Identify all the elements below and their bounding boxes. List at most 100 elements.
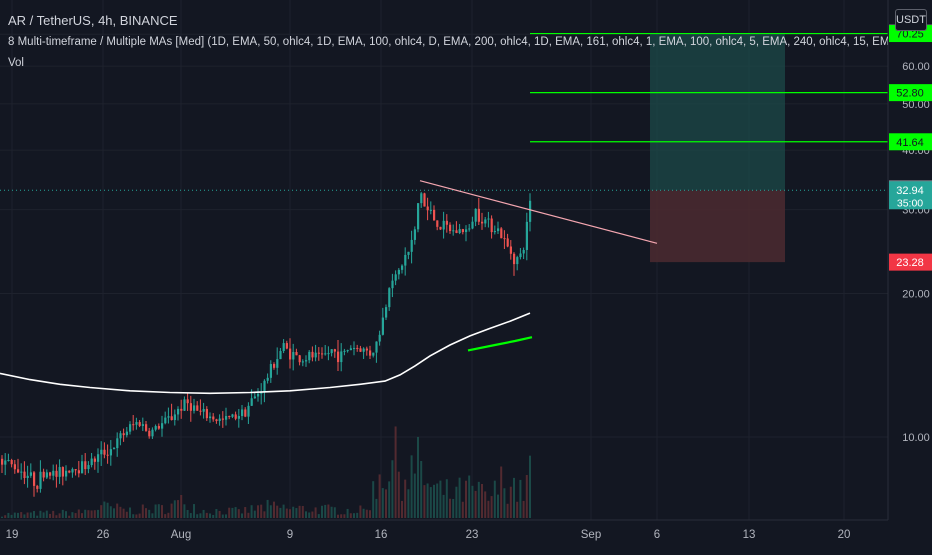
volume-bar bbox=[23, 514, 26, 518]
volume-bar bbox=[273, 501, 275, 518]
time-tick-label: 26 bbox=[97, 529, 110, 541]
candle-body bbox=[317, 352, 320, 354]
indicator-legend[interactable]: 8 Multi-timeframe / Multiple MAs [Med] (… bbox=[8, 36, 888, 48]
volume-bar bbox=[420, 460, 423, 518]
volume-bar bbox=[359, 505, 362, 518]
volume-bar bbox=[260, 504, 263, 518]
volume-bar bbox=[167, 512, 170, 518]
volume-legend[interactable]: Vol bbox=[8, 57, 24, 69]
candle-body bbox=[420, 193, 423, 204]
volume-bar bbox=[349, 513, 352, 518]
candle-body bbox=[141, 424, 144, 426]
ma-white-line bbox=[0, 312, 531, 395]
candle-body bbox=[52, 470, 55, 476]
candle-body bbox=[103, 449, 106, 455]
candle-body bbox=[340, 351, 343, 363]
time-axis[interactable] bbox=[0, 519, 932, 550]
candle-body bbox=[170, 416, 173, 421]
candle-body bbox=[151, 429, 154, 437]
volume-bar bbox=[33, 511, 35, 518]
candle-body bbox=[209, 416, 212, 419]
volume-bar bbox=[65, 511, 67, 518]
candle-body bbox=[36, 485, 39, 489]
candle-body bbox=[45, 472, 48, 478]
volume-bar bbox=[212, 514, 215, 518]
volume-bar bbox=[55, 515, 58, 518]
volume-bar bbox=[237, 509, 240, 518]
candle-body bbox=[436, 220, 439, 227]
candle-body bbox=[29, 472, 32, 476]
candle-body bbox=[183, 399, 186, 411]
volume-bar bbox=[71, 512, 74, 518]
candle-body bbox=[4, 460, 7, 465]
volume-bar bbox=[490, 496, 493, 518]
volume-bar bbox=[397, 471, 400, 518]
price-tick-label: 10.00 bbox=[902, 432, 930, 444]
candle-body bbox=[154, 426, 157, 430]
candle-body bbox=[279, 351, 282, 360]
volume-bar bbox=[413, 473, 416, 518]
volume-bar bbox=[279, 507, 282, 518]
symbol-title[interactable]: AR / TetherUS, 4h, BINANCE bbox=[8, 13, 178, 28]
candle-body bbox=[247, 405, 250, 417]
countdown-label: 35:00 bbox=[897, 197, 923, 209]
candle-body bbox=[193, 405, 196, 411]
candle-body bbox=[39, 471, 42, 489]
candle-body bbox=[337, 351, 340, 363]
volume-bar bbox=[1, 516, 3, 518]
candle-body bbox=[525, 221, 528, 250]
candle-body bbox=[42, 471, 45, 478]
volume-bar bbox=[305, 511, 307, 518]
volume-bar bbox=[321, 505, 323, 518]
volume-bar bbox=[145, 508, 147, 518]
target-lines bbox=[0, 32, 888, 191]
volume-bar bbox=[276, 505, 279, 518]
candle-body bbox=[135, 422, 138, 425]
candle-body bbox=[500, 228, 503, 239]
candle-body bbox=[305, 360, 308, 362]
candle-body bbox=[372, 352, 375, 356]
volume-bar bbox=[433, 484, 435, 518]
volume-bar bbox=[253, 510, 256, 518]
volume-bar bbox=[513, 477, 515, 518]
volume-bar bbox=[509, 486, 512, 518]
candle-body bbox=[439, 226, 442, 230]
candle-body bbox=[74, 469, 77, 471]
candle-body bbox=[295, 352, 298, 356]
volume-bar bbox=[125, 511, 128, 518]
volume-bar bbox=[308, 512, 311, 518]
time-tick-label: 19 bbox=[6, 529, 19, 541]
candle-body bbox=[125, 431, 128, 436]
volume-bar bbox=[298, 505, 301, 518]
volume-bar bbox=[324, 504, 327, 518]
candle-body bbox=[477, 208, 480, 222]
candle-body bbox=[10, 459, 13, 465]
price-tag-label: 23.28 bbox=[896, 257, 924, 269]
candle-body bbox=[285, 343, 288, 349]
volume-bar bbox=[426, 483, 429, 518]
candle-body bbox=[356, 347, 359, 349]
candle-body bbox=[132, 424, 135, 426]
volume-bar bbox=[285, 508, 288, 518]
candle-body bbox=[292, 352, 295, 360]
volume-bar bbox=[103, 501, 106, 518]
candle-body bbox=[90, 458, 93, 466]
volume-bar bbox=[58, 513, 61, 518]
candle-body bbox=[177, 408, 180, 415]
volume-bar bbox=[404, 479, 407, 518]
candle-body bbox=[391, 280, 394, 289]
candle-body bbox=[109, 449, 112, 456]
candle-body bbox=[113, 448, 116, 450]
candle-body bbox=[7, 459, 10, 461]
time-tick-label: 20 bbox=[838, 529, 851, 541]
volume-bar bbox=[516, 501, 519, 518]
currency-button[interactable]: USDT bbox=[895, 9, 927, 31]
time-tick-label: 13 bbox=[743, 529, 756, 541]
volume-bar bbox=[506, 503, 509, 518]
profit-zone bbox=[650, 33, 785, 191]
candle-body bbox=[269, 364, 272, 378]
volume-bar bbox=[97, 509, 99, 518]
volume-bar bbox=[244, 507, 247, 518]
